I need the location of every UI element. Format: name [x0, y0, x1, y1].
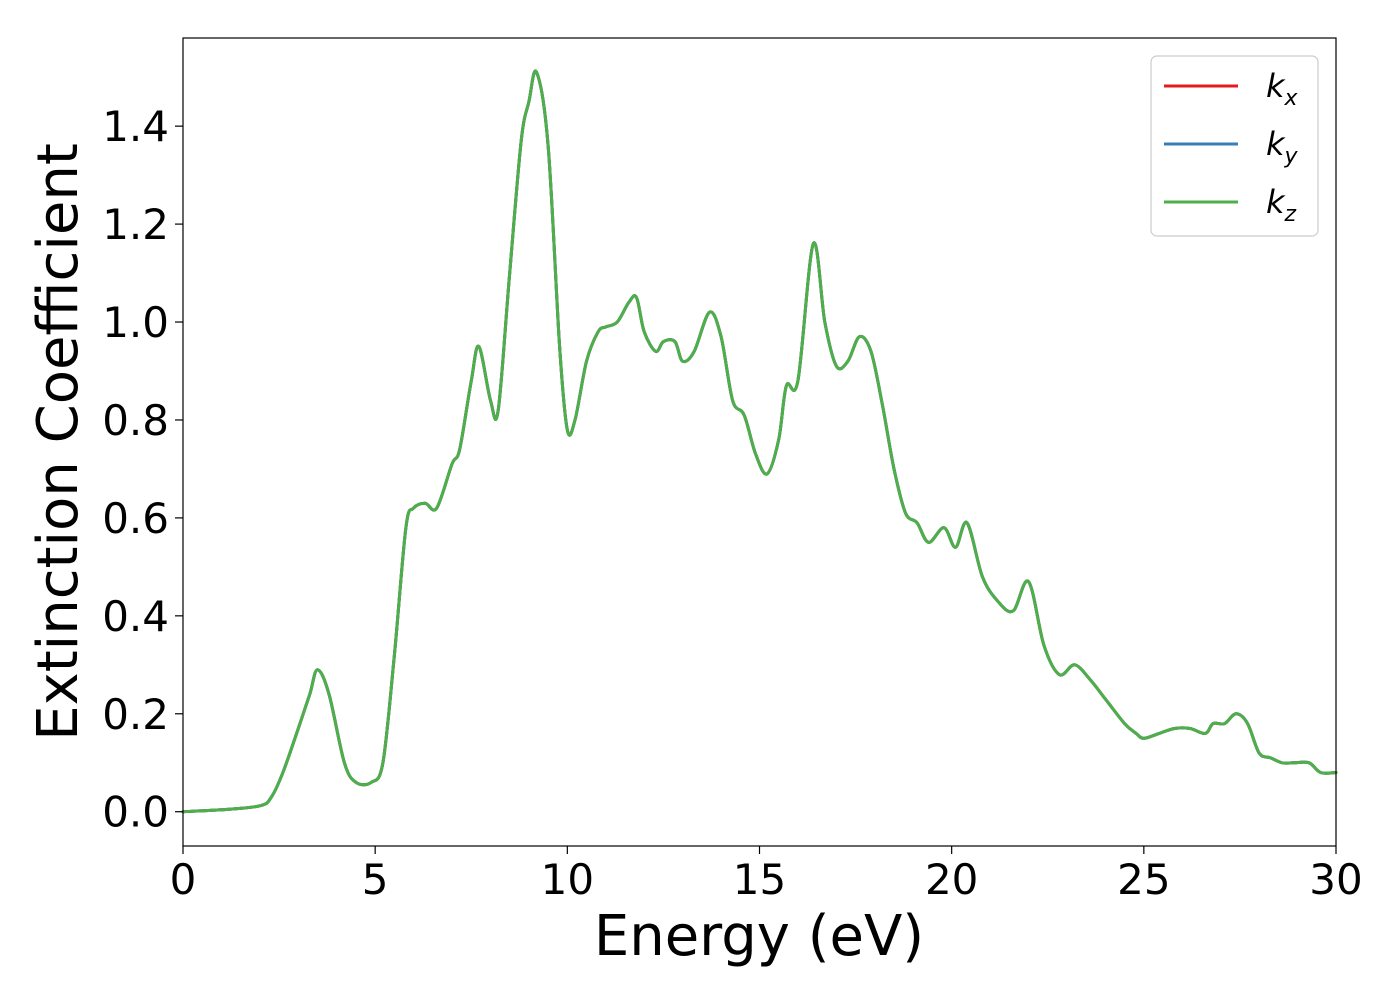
x-axis: 0 5 10 15 20 25 30: [170, 846, 1363, 904]
y-tick-label: 0.0: [102, 788, 169, 837]
series-layer: [181, 69, 1338, 814]
x-tick-label: 0: [170, 855, 197, 904]
y-tick-label: 0.6: [102, 494, 169, 543]
x-tick-label: 25: [1117, 855, 1170, 904]
legend-items: kx ky kz: [1164, 67, 1299, 227]
y-tick-label: 0.4: [102, 592, 169, 641]
legend-frame: [1150, 55, 1319, 237]
x-tick-label: 5: [362, 855, 389, 904]
x-tick-label: 20: [925, 855, 978, 904]
y-axis: 0.0 0.2 0.4 0.6 0.8 1.0 1.2 1.4: [102, 102, 183, 837]
legend-label-z: kz: [1266, 183, 1297, 227]
y-tick-label: 1.4: [102, 102, 169, 151]
y-tick-label: 0.2: [102, 690, 169, 739]
legend-label-x: kx: [1266, 67, 1299, 111]
y-tick-label: 1.2: [102, 200, 169, 249]
x-tick-label: 10: [541, 855, 594, 904]
legend-label-y: ky: [1266, 125, 1299, 169]
series-line-z: [181, 69, 1338, 814]
x-axis-title: Energy (eV): [594, 904, 924, 969]
x-tick-label: 15: [733, 855, 786, 904]
y-tick-label: 0.8: [102, 396, 169, 445]
x-tick-label: 30: [1309, 855, 1362, 904]
y-axis-title: Extinction Coefficient: [26, 143, 91, 741]
y-tick-label: 1.0: [102, 298, 169, 347]
legend: kx ky kz: [1150, 55, 1319, 237]
